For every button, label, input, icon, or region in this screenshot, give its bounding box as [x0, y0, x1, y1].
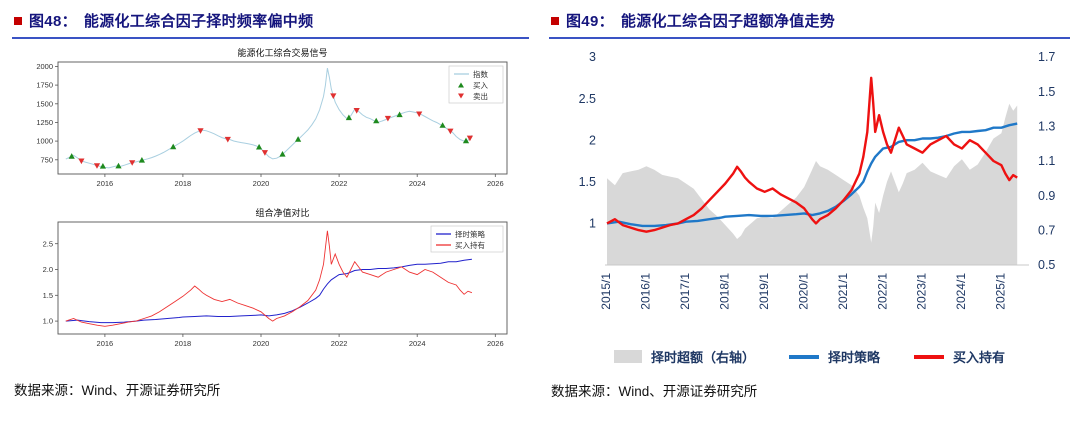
figure-48-title: 能源化工综合因子择时频率偏中频: [83, 13, 314, 30]
svg-text:1.1: 1.1: [1038, 154, 1055, 168]
svg-text:2.5: 2.5: [579, 92, 596, 106]
excess-chart: 1 1.5 2 2.5 3 0.5 0.7 0.9 1.1 1.3 1.5 1.7 2015/1 2016…: [579, 50, 1056, 310]
svg-text:2016: 2016: [97, 339, 114, 348]
figure-49-title: 能源化工综合因子超额净值走势: [620, 13, 836, 30]
svg-text:2025/1: 2025/1: [994, 273, 1008, 310]
figure-48-charts: 能源化工综合交易信号 2016 2018 2020 2022 2024 2026 750 100…: [12, 45, 529, 365]
figure-49-legend: 择时超额（右轴） 择时策略 买入持有: [549, 347, 1070, 366]
svg-text:组合净值对比: 组合净值对比: [255, 207, 309, 218]
legend-item-hold: 买入持有: [914, 347, 1005, 366]
figure-48-label: 图48：: [29, 13, 77, 30]
svg-text:1.3: 1.3: [1038, 120, 1055, 134]
legend-label-excess: 择时超额（右轴）: [650, 350, 755, 365]
figure-48-panel: 图48： 能源化工综合因子择时频率偏中频 能源化工综合交易信号 2016 2018 2…: [12, 6, 529, 399]
svg-text:3: 3: [589, 50, 596, 64]
red-square-bullet: [551, 16, 559, 25]
svg-text:1: 1: [589, 217, 596, 231]
svg-text:1.7: 1.7: [1038, 50, 1055, 64]
svg-text:1.5: 1.5: [1038, 85, 1055, 99]
svg-text:2024: 2024: [409, 339, 426, 348]
figure-49-charts: 1 1.5 2 2.5 3 0.5 0.7 0.9 1.1 1.3 1.5 1.7 2015/1 2016…: [549, 45, 1070, 345]
figure-49-header: 图49： 能源化工综合因子超额净值走势: [549, 6, 1070, 39]
svg-text:750: 750: [40, 155, 53, 164]
figure-49-source: 数据来源：Wind、开源证券研究所: [551, 384, 758, 399]
svg-text:2016/1: 2016/1: [639, 273, 653, 310]
svg-text:2.0: 2.0: [43, 265, 53, 274]
svg-text:2022: 2022: [331, 339, 348, 348]
svg-text:0.5: 0.5: [1038, 258, 1055, 272]
svg-text:指数: 指数: [473, 69, 488, 79]
svg-text:2020: 2020: [253, 339, 270, 348]
svg-text:2021/1: 2021/1: [836, 273, 850, 310]
figure-49-label: 图49：: [566, 13, 614, 30]
svg-text:择时策略: 择时策略: [455, 229, 485, 239]
svg-text:2026: 2026: [487, 179, 504, 188]
svg-text:2018: 2018: [175, 179, 192, 188]
svg-text:1.5: 1.5: [43, 291, 53, 300]
netvalue-chart: 组合净值对比 2016 2018 2020 2022 2024 2026 1.0 1.5 2.0 2…: [43, 207, 508, 348]
svg-text:1.5: 1.5: [579, 175, 596, 189]
svg-text:1.0: 1.0: [43, 317, 53, 326]
svg-text:2020: 2020: [253, 179, 270, 188]
svg-text:0.7: 0.7: [1038, 224, 1055, 238]
svg-text:2022/1: 2022/1: [875, 273, 889, 310]
svg-text:2018: 2018: [175, 339, 192, 348]
svg-text:2024/1: 2024/1: [954, 273, 968, 310]
figure-48-header: 图48： 能源化工综合因子择时频率偏中频: [12, 6, 529, 39]
figure-48-source: 数据来源：Wind、开源证券研究所: [14, 383, 221, 398]
legend-item-excess: 择时超额（右轴）: [613, 347, 755, 366]
svg-text:2000: 2000: [36, 62, 53, 71]
svg-text:买入: 买入: [473, 81, 488, 90]
signal-chart: 能源化工综合交易信号 2016 2018 2020 2022 2024 2026 750 100…: [36, 47, 508, 188]
svg-text:2022: 2022: [331, 179, 348, 188]
legend-item-timing: 择时策略: [788, 347, 880, 366]
red-square-bullet: [14, 16, 22, 25]
figure-49-panel: 图49： 能源化工综合因子超额净值走势 1 1.5 2 2.5 3 0.5 0.7 0.9 1.…: [549, 6, 1070, 400]
svg-text:1250: 1250: [36, 118, 53, 127]
svg-text:卖出: 卖出: [473, 91, 488, 101]
svg-text:2019/1: 2019/1: [757, 273, 771, 310]
svg-text:1750: 1750: [36, 81, 53, 90]
svg-text:2020/1: 2020/1: [796, 273, 810, 310]
svg-text:2017/1: 2017/1: [678, 273, 692, 310]
svg-text:买入持有: 买入持有: [455, 240, 485, 250]
svg-text:2016: 2016: [97, 179, 114, 188]
svg-text:1500: 1500: [36, 99, 53, 108]
svg-text:2018/1: 2018/1: [717, 273, 731, 310]
svg-text:2024: 2024: [409, 179, 426, 188]
svg-text:2026: 2026: [487, 339, 504, 348]
svg-text:2015/1: 2015/1: [599, 273, 613, 310]
excess-area-swatch: [613, 350, 642, 363]
svg-text:2023/1: 2023/1: [915, 273, 929, 310]
legend-label-hold: 买入持有: [953, 350, 1006, 365]
hold-line-swatch: [914, 354, 944, 359]
svg-text:2.5: 2.5: [43, 239, 53, 248]
svg-text:2: 2: [589, 133, 596, 147]
svg-text:能源化工综合交易信号: 能源化工综合交易信号: [237, 47, 327, 58]
legend-label-timing: 择时策略: [827, 350, 880, 365]
timing-line-swatch: [788, 354, 819, 359]
svg-text:1000: 1000: [36, 137, 53, 146]
svg-text:0.9: 0.9: [1038, 189, 1055, 203]
